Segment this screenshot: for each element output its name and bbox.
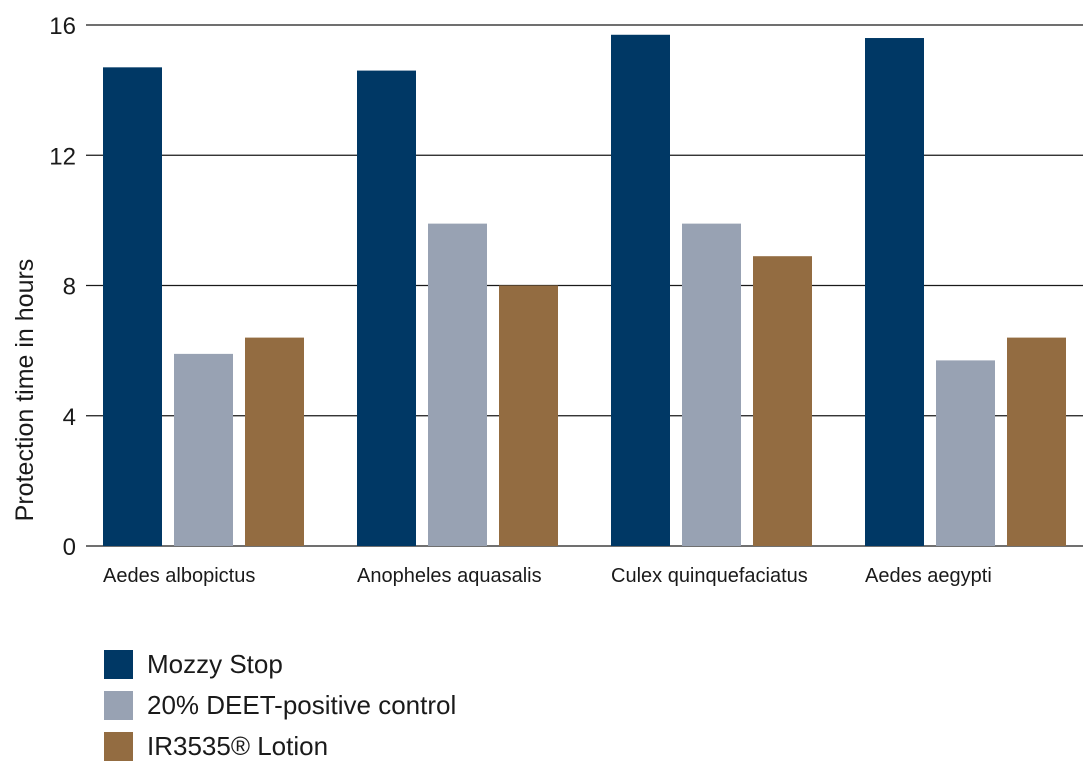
bar	[753, 256, 812, 546]
bar	[103, 67, 162, 547]
legend-swatch	[104, 691, 133, 720]
y-axis-title: Protection time in hours	[11, 259, 39, 522]
bar-chart: 0 4 8 12 16 Aedes albopictus Anopheles aquasa…	[11, 13, 1083, 587]
x-category-label: Aedes aegypti	[865, 565, 992, 587]
x-category-label: Aedes albopictus	[103, 565, 255, 587]
y-tick-label: 12	[49, 143, 76, 170]
legend-item-ir3535-lotion: IR3535® Lotion	[104, 726, 456, 767]
legend-label: Mozzy Stop	[147, 649, 283, 679]
bar	[499, 285, 558, 546]
bar	[1007, 337, 1066, 546]
bars	[103, 34, 1066, 547]
legend-item-deet-control: 20% DEET-positive control	[104, 685, 456, 726]
y-tick-labels: 0 4 8 12 16	[49, 13, 76, 561]
legend-label: IR3535® Lotion	[147, 731, 329, 761]
bar	[174, 353, 233, 546]
gridlines	[86, 24, 1083, 547]
bar	[936, 360, 995, 546]
y-tick-label: 4	[63, 404, 76, 431]
legend-label: 20% DEET-positive control	[147, 690, 457, 720]
x-category-label: Culex quinquefaciatus	[611, 565, 808, 587]
bar	[245, 337, 304, 546]
bar	[865, 38, 924, 547]
x-category-label: Anopheles aquasalis	[357, 565, 542, 587]
bar	[357, 70, 416, 547]
legend-item-mozzy-stop: Mozzy Stop	[104, 644, 456, 685]
y-tick-label: 16	[49, 13, 76, 40]
bar	[428, 223, 487, 546]
legend: Mozzy Stop 20% DEET-positive control IR3…	[104, 644, 456, 767]
y-tick-label: 0	[63, 534, 76, 561]
y-tick-label: 8	[63, 274, 76, 301]
legend-swatch	[104, 650, 133, 679]
legend-swatch	[104, 732, 133, 761]
x-category-labels: Aedes albopictus Anopheles aquasalis Culex…	[103, 565, 992, 587]
bar	[682, 223, 741, 546]
bar	[611, 34, 670, 547]
